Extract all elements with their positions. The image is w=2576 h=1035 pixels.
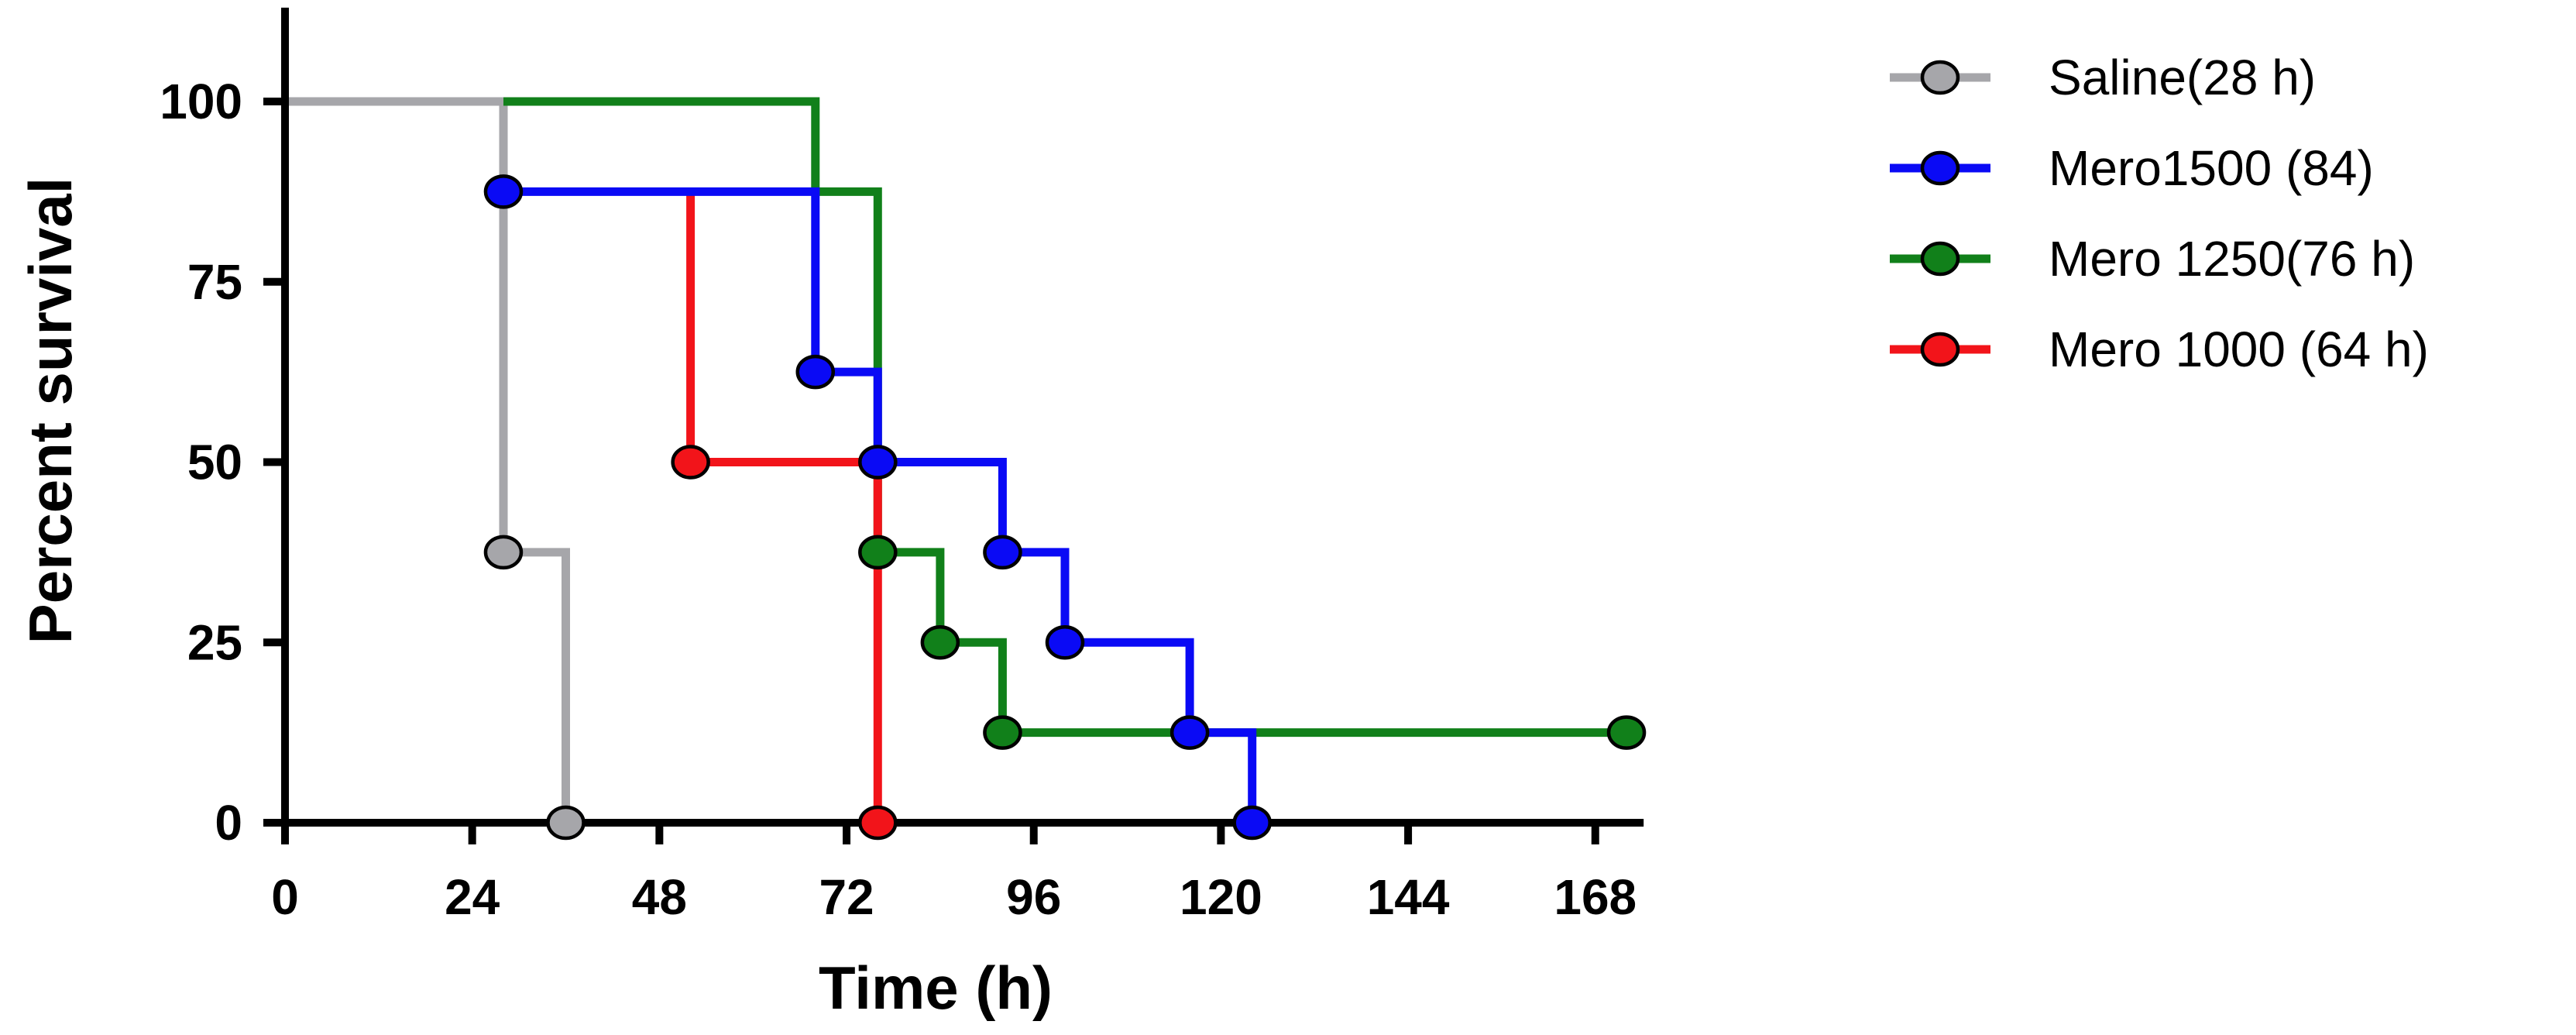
legend-marker-2 [1920, 150, 1960, 186]
x-tick-label: 48 [632, 869, 687, 925]
series-3-marker [983, 715, 1022, 750]
series-line-1 [285, 97, 570, 823]
legend-label-2: Mero1500 (84) [2049, 140, 2374, 196]
series-2-marker [1170, 715, 1210, 750]
series-2-marker [858, 445, 898, 480]
x-tick-label: 168 [1554, 869, 1637, 925]
axes [263, 7, 1644, 844]
marker-layer [483, 174, 1647, 841]
x-tick-label: 144 [1367, 869, 1450, 925]
series-4-marker [858, 805, 898, 841]
series-3-marker [858, 535, 898, 570]
y-tick-label: 100 [160, 74, 242, 129]
y-tick-label: 25 [187, 614, 242, 670]
y-axis-title: Percent survival [16, 177, 84, 645]
y-tick-label: 0 [215, 795, 242, 851]
series-line-4 [686, 191, 882, 823]
legend-marker-3 [1920, 241, 1960, 277]
x-tick-label: 0 [271, 869, 299, 925]
series-3-marker [1606, 715, 1647, 750]
series-2-marker [795, 354, 836, 390]
series-3-marker [920, 625, 960, 660]
x-tick-label: 72 [819, 869, 874, 925]
series-2-marker [1232, 805, 1272, 841]
x-axis-title: Time (h) [819, 954, 1053, 1022]
series-2-marker [483, 174, 524, 209]
series-line-3 [503, 97, 1626, 738]
legend: Saline(28 h) Mero1500 (84) Mero 1250(76 h)… [1890, 50, 2429, 377]
series-layer [285, 97, 1626, 823]
legend-label-4: Mero 1000 (64 h) [2049, 322, 2429, 377]
y-tick-label: 50 [187, 435, 242, 490]
series-2-marker [1045, 625, 1085, 660]
y-tick-label: 75 [187, 254, 242, 310]
series-2-marker [983, 535, 1022, 570]
x-tick-label: 24 [445, 869, 500, 925]
series-4-marker [671, 445, 710, 480]
series-1-marker [483, 535, 524, 570]
legend-marker-1 [1920, 60, 1960, 95]
tick-labels: 0 25 50 75 100 0 24 48 72 96 120 144 168 [160, 74, 1637, 925]
x-tick-label: 120 [1180, 869, 1262, 925]
legend-label-3: Mero 1250(76 h) [2049, 231, 2415, 287]
series-1-marker [546, 805, 586, 841]
legend-marker-4 [1920, 332, 1960, 367]
legend-label-1: Saline(28 h) [2049, 50, 2316, 105]
x-tick-label: 96 [1006, 869, 1061, 925]
